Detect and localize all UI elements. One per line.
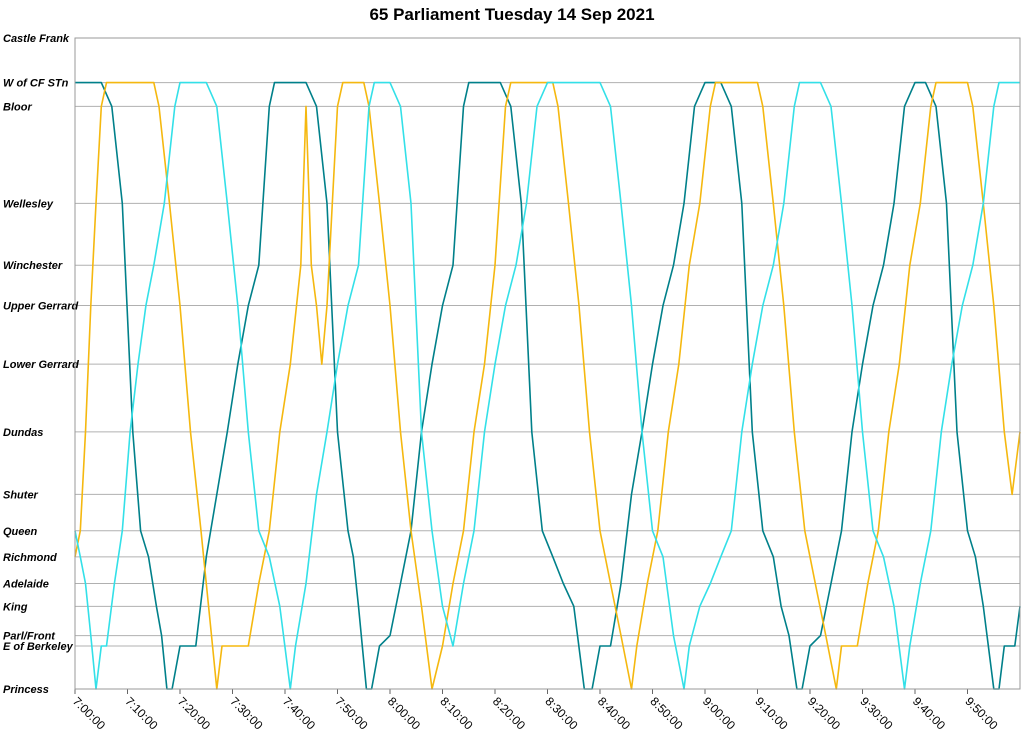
x-tick-label: 9:20:00 [805, 694, 843, 732]
x-tick-label: 8:30:00 [542, 694, 580, 732]
stop-label: W of CF STn [3, 78, 69, 90]
x-tick-label: 8:00:00 [385, 694, 423, 732]
stop-label: Adelaide [2, 579, 49, 591]
series-line-1 [75, 81, 1021, 690]
series-layer [74, 81, 1021, 690]
grid-layer [75, 37, 1020, 690]
x-tick-label: 8:40:00 [595, 694, 633, 732]
stop-labels: Castle Frank W of CF STn Bloor Wellesley Win… [2, 33, 79, 696]
x-tick-label: 7:30:00 [227, 694, 265, 732]
stop-label: King [3, 601, 28, 613]
stop-label: E of Berkeley [3, 641, 74, 653]
x-tick-label: 7:50:00 [332, 694, 370, 732]
series-line-2 [74, 81, 1021, 690]
stop-label: Winchester [3, 260, 63, 272]
x-tick-label: 8:20:00 [490, 694, 528, 732]
stop-label: Bloor [3, 101, 32, 113]
x-tick-label: 9:40:00 [910, 694, 948, 732]
x-tick-label: 7:20:00 [175, 694, 213, 732]
x-tick-label: 9:00:00 [700, 694, 738, 732]
x-tick-label: 8:10:00 [437, 694, 475, 732]
stop-label: Dundas [3, 427, 43, 439]
x-tick-label: 7:00:00 [70, 694, 108, 732]
stop-label: Shuter [3, 489, 39, 501]
x-tick-label: 9:50:00 [962, 694, 1000, 732]
time-axis: 7:00:00 7:10:00 7:20:00 7:30:00 7:40:00 7:50:… [70, 689, 1001, 733]
chart-title: 65 Parliament Tuesday 14 Sep 2021 [369, 5, 655, 24]
stop-label: Richmond [3, 552, 57, 564]
x-tick-label: 8:50:00 [647, 694, 685, 732]
stop-label: Queen [3, 526, 38, 538]
x-tick-label: 9:30:00 [857, 694, 895, 732]
stop-label: Upper Gerrard [3, 301, 78, 313]
stop-label: Wellesley [3, 198, 54, 210]
stop-label: Parl/Front [3, 631, 56, 643]
stop-label: Castle Frank [3, 33, 70, 45]
x-tick-label: 9:10:00 [752, 694, 790, 732]
x-tick-label: 7:40:00 [280, 694, 318, 732]
x-tick-label: 7:10:00 [122, 694, 160, 732]
stop-label: Lower Gerrard [3, 359, 79, 371]
plot-frame [74, 37, 1021, 690]
series-line-3 [74, 81, 1020, 690]
stop-label: Princess [3, 684, 49, 696]
